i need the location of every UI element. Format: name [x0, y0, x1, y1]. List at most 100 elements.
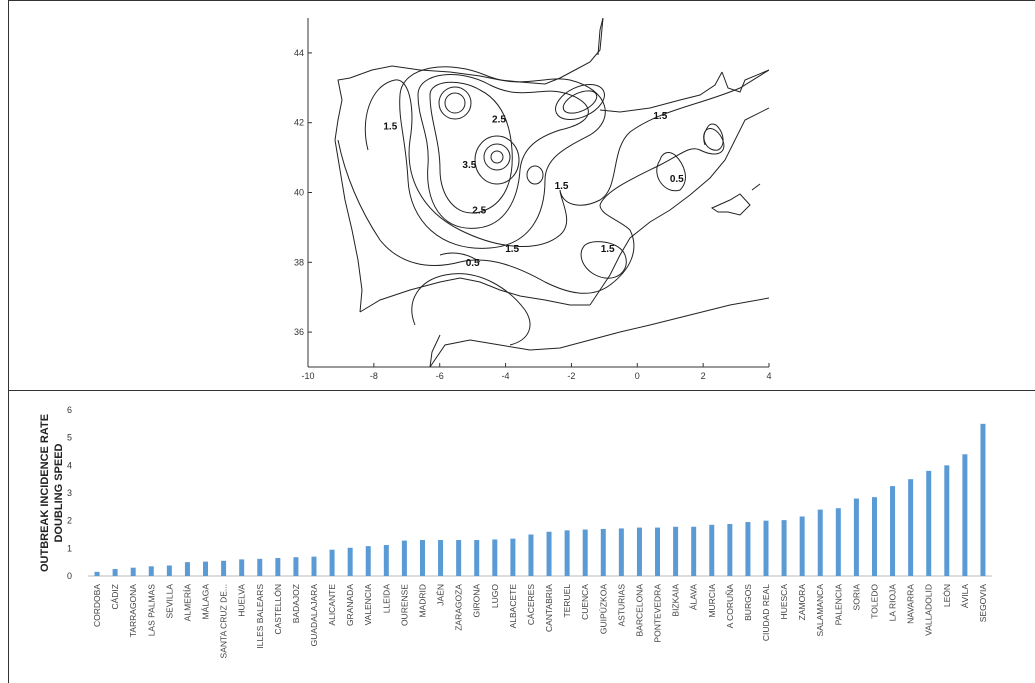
bar-category-label: CIUDAD REAL [761, 584, 771, 641]
island-menorca [751, 183, 761, 191]
bar-category-label: TERUEL [562, 584, 572, 618]
bar-y-axis-title: OUTBREAK INCIDENCE RATE [39, 414, 51, 572]
contour-line [562, 90, 598, 114]
bar-category-label: ALMERÍA [182, 584, 192, 622]
bar-category-label: MADRID [417, 584, 427, 618]
bar [401, 540, 407, 576]
bar-category-label: SEGOVIA [978, 584, 988, 623]
bar [474, 540, 480, 576]
bar-category-label: CORDOBA [92, 584, 102, 627]
bar [799, 516, 805, 576]
bar [853, 498, 859, 576]
contour-line [490, 150, 504, 164]
map-x-tick-label: -10 [301, 371, 314, 381]
bar [130, 567, 136, 576]
bar [673, 526, 679, 576]
bar [962, 454, 968, 576]
map-y-tick-label: 44 [294, 48, 304, 58]
bar [781, 520, 787, 576]
contour-line [399, 66, 606, 249]
contour-line [429, 81, 513, 214]
bar-category-label: ÁLAVA [689, 584, 699, 610]
bar-y-tick-label: 6 [67, 405, 72, 415]
bar [257, 558, 263, 576]
bar [709, 524, 715, 576]
bar-category-label: BADAJOZ [291, 584, 301, 623]
bar-category-label: BIZKAIA [671, 584, 681, 617]
map-x-tick-label: -4 [502, 371, 510, 381]
map-x-tick-label: 2 [701, 371, 706, 381]
bar-category-label: HUESCA [779, 584, 789, 620]
contour-line [474, 135, 520, 185]
contour-line [703, 123, 724, 151]
bar-category-label: SEVILLA [164, 584, 174, 619]
bar [871, 497, 877, 576]
panel-divider [8, 390, 1035, 391]
coastline-portugal [334, 139, 363, 313]
bar [148, 566, 154, 576]
bar [383, 545, 389, 576]
bar [419, 540, 425, 576]
bar-category-label: VALENCIA [363, 584, 373, 626]
contour-label: 0.5 [466, 258, 480, 269]
bar [655, 527, 661, 576]
contour-label: 0.5 [670, 174, 684, 185]
bar [365, 546, 371, 576]
bar-category-label: SORIA [851, 584, 861, 611]
bar-category-label: ZAMORA [797, 584, 807, 621]
map-y-tick-label: 36 [294, 327, 304, 337]
bar-category-label: ILLES BALEARS [255, 584, 265, 649]
bar [203, 561, 209, 576]
contour-label: 1.5 [555, 181, 569, 192]
map-x-tick-label: -6 [436, 371, 444, 381]
bar [293, 557, 299, 576]
bar [275, 558, 281, 576]
contour-line [337, 128, 725, 294]
contour-line [444, 92, 466, 114]
bar [546, 531, 552, 576]
bar [691, 526, 697, 576]
bar-category-label: GRANADA [345, 584, 355, 626]
bar-category-label: JAÉN [436, 584, 446, 606]
bar [727, 523, 733, 576]
bar [618, 528, 624, 576]
contour-line [526, 165, 544, 185]
bar-category-labels: CORDOBA CÁDIZ TARRAGONA LAS PALMAS SEVILLA AL… [92, 584, 988, 659]
bar [980, 423, 986, 576]
bar-y-tick-label: 1 [67, 543, 72, 553]
bar-category-label: A CORUÑA [725, 584, 735, 629]
bar [582, 529, 588, 576]
map-x-tick-label: 4 [766, 371, 771, 381]
bar-category-label: CASTELLÓN [273, 584, 283, 635]
bar [510, 538, 516, 576]
bar-category-label: VALLADOLID [924, 584, 934, 636]
bar-category-label: CÁCERES [526, 584, 536, 625]
bar-y-tick-label: 5 [67, 433, 72, 443]
contour-line [656, 152, 686, 192]
bar [528, 534, 534, 576]
bar-category-label: NAVARRA [906, 584, 916, 624]
bar-category-label: ASTURIAS [616, 584, 626, 627]
bar-y-tick-label: 3 [67, 488, 72, 498]
bar [600, 528, 606, 576]
bar-category-label: GIRONA [472, 584, 482, 618]
bar [926, 470, 932, 576]
coastline-east [597, 18, 769, 113]
bar-category-label: TOLEDO [869, 584, 879, 619]
bar-y-axis: 0 1 2 3 4 5 6 [67, 405, 992, 581]
bar [94, 571, 100, 576]
bar [112, 569, 118, 576]
bar [745, 522, 751, 576]
contour-line [580, 241, 627, 279]
contour-label: 2.5 [472, 205, 486, 216]
coastline-africa-west [429, 334, 441, 367]
bar-category-label: SANTA CRUZ DE... [219, 584, 229, 658]
contour-line [411, 273, 531, 346]
bar [456, 540, 462, 576]
bar [221, 560, 227, 576]
bar [763, 520, 769, 576]
bar [817, 509, 823, 576]
bar [311, 556, 317, 576]
bar-category-label: CANTABRIA [544, 584, 554, 632]
bar [239, 559, 245, 576]
